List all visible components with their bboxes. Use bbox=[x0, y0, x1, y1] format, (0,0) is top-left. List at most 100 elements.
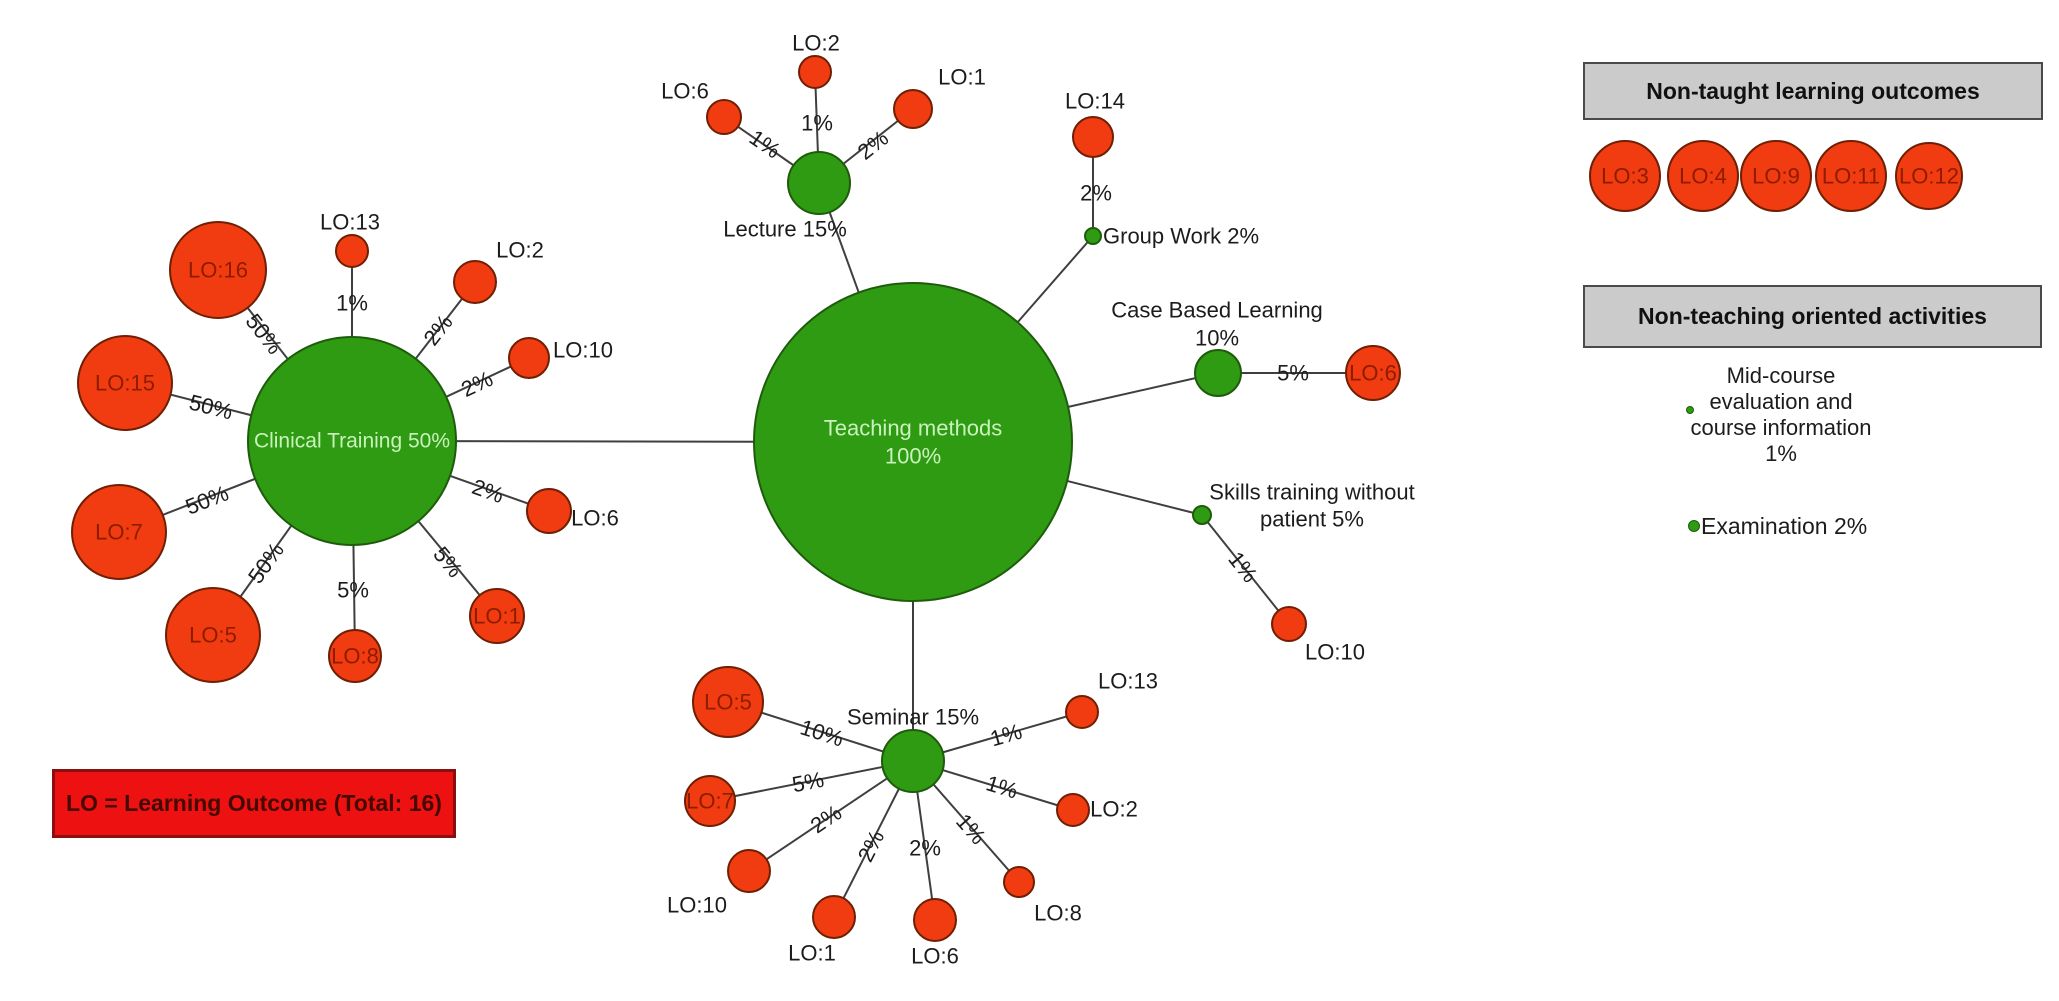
node-sk_lo10 bbox=[1271, 606, 1307, 642]
legend-label: LO = Learning Outcome (Total: 16) bbox=[66, 790, 442, 816]
edge-label-seminar-se_lo2: 1% bbox=[983, 770, 1021, 803]
node-cl_lo2 bbox=[453, 260, 497, 304]
edge-seminar-se_lo10 bbox=[748, 760, 914, 872]
midcourse-line-4: 1% bbox=[1765, 441, 1797, 466]
node-cl_lo13 bbox=[335, 234, 369, 268]
node-label-se_lo8: LO:8 bbox=[1034, 901, 1082, 926]
node-nt_lo11 bbox=[1815, 140, 1887, 212]
edge-label-seminar-se_lo7: 5% bbox=[790, 767, 826, 798]
node-nt_lo3 bbox=[1589, 140, 1661, 212]
node-label-nt_lo4: LO:4 bbox=[1679, 164, 1727, 189]
node-label-se_lo5: LO:5 bbox=[704, 690, 752, 715]
node-lo14 bbox=[1072, 116, 1114, 158]
node-label-nt_lo12: LO:12 bbox=[1899, 164, 1959, 189]
edge-label-clinical-cl_lo10: 2% bbox=[457, 366, 496, 402]
node-label-skillsdot: Skills training without bbox=[1209, 480, 1414, 505]
node-label-lec_lo6: LO:6 bbox=[661, 79, 709, 104]
node-label-lecture: Lecture 15% bbox=[723, 217, 847, 242]
node-label-cbl: Case Based Learning bbox=[1111, 298, 1323, 323]
edge-label-cbl-cbl_lo6: 5% bbox=[1277, 361, 1309, 386]
edge-label-clinical-cl_lo7: 50% bbox=[182, 480, 232, 519]
node-label-lec_lo2: LO:2 bbox=[792, 31, 840, 56]
node-label-nt_lo9: LO:9 bbox=[1752, 164, 1800, 189]
node-label-se_lo13: LO:13 bbox=[1098, 669, 1158, 694]
node-cl_lo7 bbox=[71, 484, 167, 580]
node-label-se_lo10: LO:10 bbox=[667, 893, 727, 918]
node-se_lo6 bbox=[913, 898, 957, 942]
node-label-clinical: Clinical Training 50% bbox=[254, 430, 450, 453]
edge-seminar-se_lo7 bbox=[709, 760, 914, 802]
node-nt_lo12 bbox=[1895, 142, 1963, 210]
examination-item: Examination 2% bbox=[1701, 513, 1868, 539]
node-se_lo5 bbox=[692, 666, 764, 738]
midcourse-line-3: course information bbox=[1690, 415, 1872, 440]
node-se_lo2 bbox=[1056, 793, 1090, 827]
edge-label-seminar-se_lo6: 2% bbox=[909, 836, 941, 861]
node-se_lo13 bbox=[1065, 695, 1099, 729]
node-label-cl_lo10: LO:10 bbox=[553, 338, 613, 363]
node-label-groupdot: Group Work 2% bbox=[1103, 224, 1259, 249]
node-label-skillsdot-2: patient 5% bbox=[1260, 507, 1364, 532]
edge-label-clinical-cl_lo6: 2% bbox=[469, 474, 507, 508]
node-se_lo7 bbox=[684, 775, 736, 827]
node-label-nt_lo11: LO:11 bbox=[1822, 164, 1880, 189]
node-label-se_lo1: LO:1 bbox=[788, 941, 836, 966]
node-cl_lo1 bbox=[469, 588, 525, 644]
node-label-cl_lo8: LO:8 bbox=[331, 644, 379, 669]
edge-label-clinical-cl_lo1: 5% bbox=[428, 542, 468, 582]
node-cbl_lo6 bbox=[1345, 345, 1401, 401]
node-label-se_lo7: LO:7 bbox=[686, 789, 734, 814]
node-groupdot bbox=[1084, 227, 1102, 245]
node-label-cl_lo5: LO:5 bbox=[189, 623, 237, 648]
edge-label-seminar-se_lo13: 1% bbox=[987, 719, 1025, 752]
non-teaching-header-label: Non-teaching oriented activities bbox=[1638, 303, 1987, 329]
node-se_lo8 bbox=[1003, 866, 1035, 898]
node-label-lec_lo1: LO:1 bbox=[938, 65, 986, 90]
node-label-lo14: LO:14 bbox=[1065, 89, 1125, 114]
node-teaching bbox=[753, 282, 1073, 602]
node-label-sk_lo10: LO:10 bbox=[1305, 640, 1365, 665]
node-label-cl_lo7: LO:7 bbox=[95, 520, 143, 545]
edge-label-clinical-cl_lo13: 1% bbox=[336, 291, 368, 316]
node-label-cl_lo6: LO:6 bbox=[571, 506, 619, 531]
node-skillsdot bbox=[1192, 505, 1212, 525]
node-label-se_lo6: LO:6 bbox=[911, 944, 959, 969]
midcourse-line-2: evaluation and bbox=[1709, 389, 1853, 414]
node-nt_lo4 bbox=[1667, 140, 1739, 212]
non-teaching-header: Non-teaching oriented activities bbox=[1583, 285, 2042, 348]
node-lecture bbox=[787, 151, 851, 215]
edge-label-lecture-lec_lo6: 1% bbox=[745, 125, 785, 164]
node-cl_lo5 bbox=[165, 587, 261, 683]
node-label-cl_lo13: LO:13 bbox=[320, 210, 380, 235]
node-label-cbl-2: 10% bbox=[1195, 326, 1239, 351]
edge-label-clinical-cl_lo5: 50% bbox=[243, 538, 289, 588]
midcourse-line-1: Mid-course bbox=[1726, 363, 1836, 388]
edge-label-clinical-cl_lo8: 5% bbox=[337, 578, 369, 603]
edge-label-lecture-lec_lo2: 1% bbox=[801, 111, 833, 136]
node-clinical bbox=[247, 336, 457, 546]
non-taught-header-label: Non-taught learning outcomes bbox=[1646, 77, 1980, 104]
node-label-se_lo2: LO:2 bbox=[1090, 797, 1138, 822]
edge-label-clinical-cl_lo15: 50% bbox=[187, 389, 236, 424]
node-cl_lo6 bbox=[526, 488, 572, 534]
examination-dot-icon bbox=[1688, 520, 1700, 532]
node-se_lo10 bbox=[727, 849, 771, 893]
midcourse-item: Mid-course evaluation and course informa… bbox=[1655, 363, 1907, 467]
node-label-teaching: 100% bbox=[885, 444, 941, 469]
edge-label-lecture-lec_lo1: 2% bbox=[853, 125, 893, 164]
node-label-cl_lo2: LO:2 bbox=[496, 238, 544, 263]
legend-box: LO = Learning Outcome (Total: 16) bbox=[52, 769, 456, 838]
node-label-seminar: Seminar 15% bbox=[847, 705, 979, 730]
node-label-teaching: Teaching methods bbox=[824, 416, 1003, 441]
non-taught-header: Non-taught learning outcomes bbox=[1583, 62, 2043, 120]
node-cbl bbox=[1194, 349, 1242, 397]
node-label-cl_lo15: LO:15 bbox=[95, 371, 155, 396]
node-nt_lo9 bbox=[1740, 140, 1812, 212]
edge-label-skillsdot-sk_lo10: 1% bbox=[1223, 547, 1262, 587]
midcourse-dot-icon bbox=[1686, 406, 1694, 414]
node-label-cl_lo1: LO:1 bbox=[473, 604, 521, 629]
node-lec_lo6 bbox=[706, 99, 742, 135]
edge-label-lo14-groupdot: 2% bbox=[1080, 181, 1112, 206]
